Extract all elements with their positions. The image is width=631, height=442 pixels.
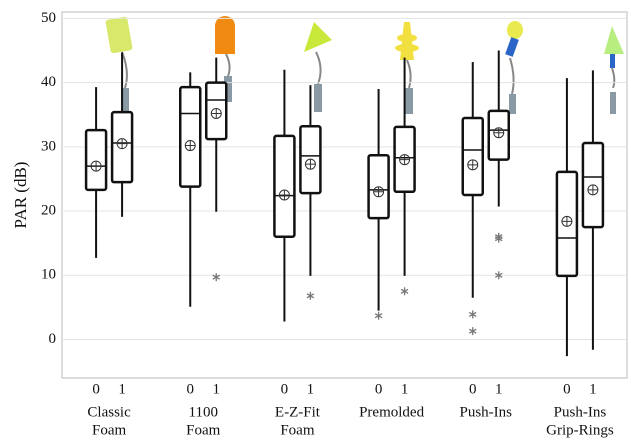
mean-cross	[587, 184, 598, 195]
box	[179, 85, 202, 188]
outlier	[374, 311, 383, 320]
icon-pushins	[505, 21, 523, 114]
box	[273, 134, 296, 238]
outlier	[306, 291, 315, 300]
mean-cross	[91, 161, 102, 172]
y-tick-label: 10	[41, 267, 56, 283]
sub-label: 0	[187, 381, 195, 397]
mean-cross	[185, 140, 196, 151]
box	[84, 128, 108, 192]
y-tick-label: 50	[41, 10, 56, 26]
outlier	[212, 273, 221, 282]
group-label: Grip-Rings	[546, 422, 614, 438]
sub-label: 1	[589, 381, 597, 397]
group-label: 1100	[189, 404, 218, 420]
y-tick-label: 40	[41, 74, 56, 90]
outlier	[494, 234, 503, 243]
mean-cross	[305, 159, 316, 170]
outlier	[468, 327, 477, 336]
y-tick-label: 30	[41, 138, 56, 154]
mean-cross	[561, 216, 572, 227]
group-label: Foam	[280, 422, 315, 438]
sub-label: 0	[375, 381, 383, 397]
group-label: Foam	[92, 422, 127, 438]
y-tick-label: 0	[49, 331, 57, 347]
sub-label: 0	[469, 381, 477, 397]
sub-label: 0	[92, 381, 100, 397]
mean-cross	[399, 154, 410, 165]
mean-cross	[467, 159, 478, 170]
sub-label: 1	[118, 381, 126, 397]
group-label: E-Z-Fit	[275, 404, 321, 420]
sub-label: 1	[307, 381, 315, 397]
group-label: Foam	[186, 422, 221, 438]
mean-cross	[211, 108, 222, 119]
icon-premolded	[395, 22, 419, 114]
outlier	[400, 287, 409, 296]
icon-classic	[105, 16, 133, 116]
y-tick-label: 20	[41, 202, 56, 218]
box	[461, 116, 484, 197]
mean-cross	[279, 190, 290, 200]
icon-ezfit	[304, 22, 332, 112]
group-label: Push-Ins	[554, 404, 607, 420]
outlier	[468, 310, 477, 319]
mean-cross	[373, 186, 384, 197]
sub-label: 1	[495, 381, 503, 397]
earplug-icons	[105, 16, 624, 116]
sub-label: 1	[213, 381, 221, 397]
mean-cross	[493, 127, 504, 138]
icon-grip	[604, 26, 624, 114]
plot-frame	[61, 11, 628, 379]
outlier	[494, 271, 503, 280]
group-label: Push-Ins	[459, 404, 512, 420]
mean-cross	[117, 138, 128, 149]
sub-label: 0	[281, 381, 289, 397]
group-label: Premolded	[359, 404, 424, 420]
icon-1100	[215, 16, 235, 102]
group-label: Classic	[87, 404, 131, 420]
sub-label: 1	[401, 381, 409, 397]
y-axis-label: PAR (dB)	[11, 162, 30, 229]
sub-label: 0	[563, 381, 571, 397]
